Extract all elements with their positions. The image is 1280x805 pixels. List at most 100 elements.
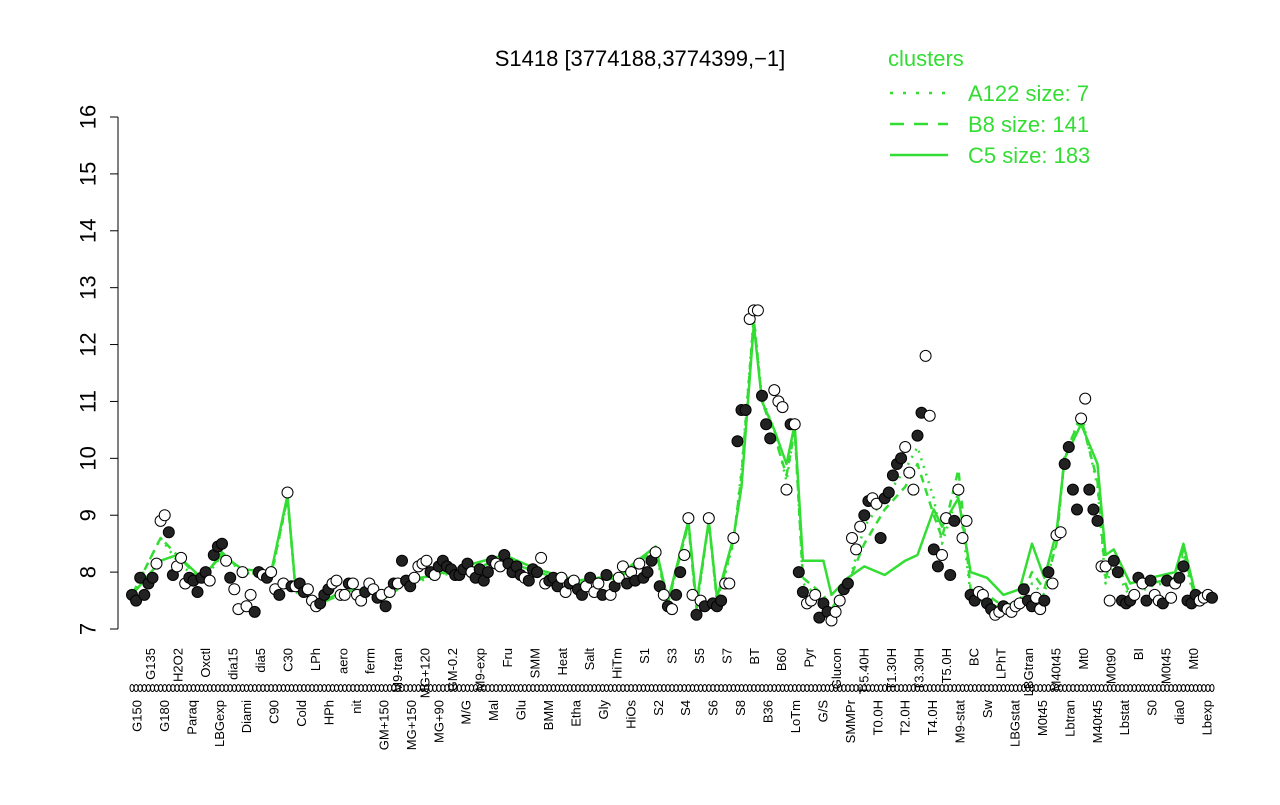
x-tick-mark xyxy=(154,684,159,692)
data-point xyxy=(841,577,854,590)
data-point xyxy=(670,588,683,601)
x-tick-label: S4 xyxy=(678,700,693,716)
data-point xyxy=(858,509,871,522)
x-tick-label: T0.0H xyxy=(870,700,885,735)
x-tick-mark xyxy=(366,684,372,692)
x-tick-label: dia5 xyxy=(253,648,268,673)
x-tick-mark xyxy=(211,684,217,692)
data-point xyxy=(281,486,294,499)
x-tick-label: H2O2 xyxy=(171,648,186,682)
x-tick-mark xyxy=(583,684,589,692)
x-tick-mark xyxy=(252,684,258,692)
x-tick-mark xyxy=(137,684,143,692)
data-point xyxy=(600,569,613,581)
x-tick-mark xyxy=(518,684,524,692)
x-tick-mark xyxy=(964,684,969,692)
x-tick-label: HPh xyxy=(322,700,337,725)
data-point xyxy=(1079,392,1092,405)
x-tick-mark xyxy=(649,684,654,692)
data-point xyxy=(1111,566,1124,579)
x-tick-mark xyxy=(645,684,650,692)
x-tick-mark xyxy=(996,684,1002,692)
data-point xyxy=(723,577,736,590)
x-tick-mark xyxy=(1082,684,1088,692)
data-point xyxy=(727,532,740,544)
x-tick-mark xyxy=(812,684,818,692)
x-tick-mark xyxy=(657,684,663,692)
x-tick-mark xyxy=(407,684,413,692)
x-tick-label: HiTm xyxy=(610,648,625,679)
data-point xyxy=(1173,571,1186,584)
x-tick-mark xyxy=(1189,684,1194,692)
x-tick-mark xyxy=(1070,684,1076,692)
data-point xyxy=(813,611,826,624)
x-tick-mark xyxy=(1127,684,1133,692)
x-tick-mark xyxy=(755,684,761,692)
x-tick-mark xyxy=(931,684,937,692)
x-tick-mark xyxy=(628,684,634,692)
data-point xyxy=(522,574,535,587)
x-tick-mark xyxy=(276,684,282,692)
x-tick-mark xyxy=(1164,684,1170,692)
x-tick-label: Salt xyxy=(582,648,597,671)
x-tick-label: BT xyxy=(747,648,762,665)
x-tick-mark xyxy=(947,684,953,692)
x-tick-label: MG+150 xyxy=(404,700,419,750)
x-tick-mark xyxy=(1037,684,1043,692)
x-tick-label: M40t45 xyxy=(1049,648,1064,691)
data-point xyxy=(592,577,605,590)
x-tick-mark xyxy=(370,684,376,692)
x-tick-label: LoTm xyxy=(788,700,803,733)
chart-title: S1418 [3774188,3774399,−1] xyxy=(495,46,786,71)
x-tick-label: BI xyxy=(1131,648,1146,660)
data-point xyxy=(338,588,351,601)
x-tick-mark xyxy=(902,684,908,692)
x-tick-mark xyxy=(141,684,147,692)
x-tick-mark xyxy=(354,684,360,692)
x-tick-mark xyxy=(796,684,802,692)
x-tick-mark xyxy=(820,684,826,692)
data-point xyxy=(248,605,261,618)
x-tick-mark xyxy=(182,684,188,692)
x-tick-mark xyxy=(1115,684,1121,692)
data-point xyxy=(1177,560,1190,573)
x-tick-label: Paraq xyxy=(184,700,199,735)
data-point xyxy=(1066,483,1079,496)
x-tick-label: S1 xyxy=(637,648,652,664)
data-point xyxy=(678,549,691,561)
x-tick-mark xyxy=(849,684,855,692)
x-tick-label: nit xyxy=(349,700,364,714)
x-tick-mark xyxy=(730,684,736,692)
x-tick-label: BMM xyxy=(541,700,556,730)
x-tick-mark xyxy=(763,684,769,692)
y-tick-label: 10 xyxy=(76,446,101,470)
x-tick-mark xyxy=(207,684,213,692)
data-point xyxy=(952,483,965,496)
x-tick-mark xyxy=(951,684,957,692)
x-tick-mark xyxy=(133,684,139,692)
x-tick-mark xyxy=(726,684,732,692)
data-point xyxy=(850,543,863,556)
legend-title: clusters xyxy=(888,46,964,71)
x-tick-mark xyxy=(1185,684,1190,692)
data-point xyxy=(780,483,793,496)
x-tick-mark xyxy=(698,684,704,692)
data-point xyxy=(240,600,253,613)
x-tick-label: Gly xyxy=(596,700,611,720)
x-tick-mark xyxy=(510,684,515,692)
x-tick-label: MG+90 xyxy=(431,700,446,743)
x-tick-mark xyxy=(260,684,266,692)
x-tick-mark xyxy=(710,684,716,692)
data-point xyxy=(1062,441,1075,453)
x-tick-mark xyxy=(190,684,196,692)
x-tick-label: B36 xyxy=(761,700,776,723)
legend: clusters A122 size: 7 B8 size: 141 C5 size… xyxy=(888,46,1090,168)
data-point xyxy=(931,560,944,573)
x-tick-label: C30 xyxy=(280,648,295,672)
x-tick-label: ferm xyxy=(363,648,378,674)
x-tick-mark xyxy=(1111,684,1117,692)
x-tick-mark xyxy=(530,684,536,692)
x-tick-mark xyxy=(321,684,327,692)
data-point xyxy=(948,514,961,527)
